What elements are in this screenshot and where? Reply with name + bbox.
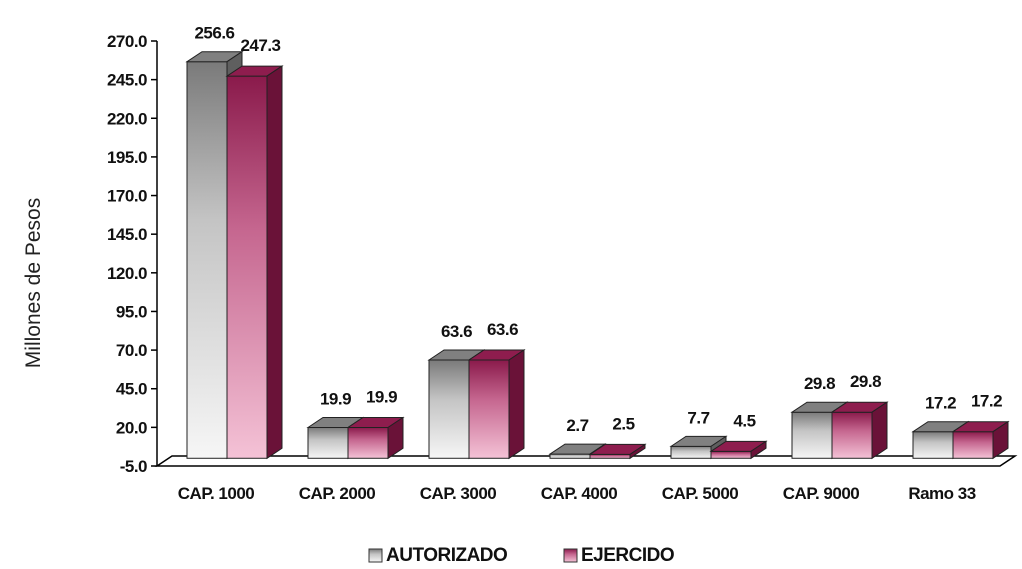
bar-side-face bbox=[387, 416, 404, 460]
bar-ejercido bbox=[467, 349, 526, 460]
y-tick-label: 120.0 bbox=[107, 264, 147, 283]
data-label-autorizado: 19.9 bbox=[320, 390, 351, 409]
data-label-autorizado: 29.8 bbox=[804, 374, 835, 393]
bar-front-face bbox=[549, 453, 591, 459]
data-label-autorizado: 256.6 bbox=[194, 24, 234, 43]
data-label-autorizado: 7.7 bbox=[687, 408, 709, 427]
y-tick-label: 170.0 bbox=[107, 187, 147, 206]
data-label-autorizado: 17.2 bbox=[925, 394, 956, 413]
x-tick-label: CAP. 4000 bbox=[541, 484, 618, 503]
x-tick-label: CAP. 5000 bbox=[662, 484, 739, 503]
data-labels-layer: 256.6 247.3 19.9 19.9 63.6 63.6 2.7 2.5 7.7 4.5 29… bbox=[194, 24, 1002, 435]
legend-swatch-ejercido bbox=[563, 548, 578, 563]
bar-front-face bbox=[912, 431, 954, 459]
bar-ejercido bbox=[709, 440, 768, 460]
x-tick-label: CAP. 1000 bbox=[178, 484, 255, 503]
data-label-ejercido: 19.9 bbox=[366, 388, 397, 407]
bars-layer bbox=[185, 50, 1010, 460]
bar-front-face bbox=[831, 411, 873, 459]
legend-label-autorizado: AUTORIZADO bbox=[386, 545, 507, 566]
bar-side-face bbox=[508, 349, 525, 460]
legend-label-ejercido: EJERCIDO bbox=[581, 545, 674, 566]
y-tick-label: 145.0 bbox=[107, 225, 147, 244]
bar-front-face bbox=[670, 445, 712, 459]
bar-side-face bbox=[629, 443, 646, 460]
data-label-ejercido: 2.5 bbox=[612, 414, 634, 433]
data-label-autorizado: 2.7 bbox=[566, 416, 588, 435]
bar-front-face bbox=[307, 427, 349, 459]
bar-ejercido bbox=[588, 443, 647, 460]
bar-front-face bbox=[347, 427, 389, 459]
bar-front-face bbox=[428, 359, 470, 459]
bar-ejercido bbox=[346, 416, 405, 460]
bar-ejercido bbox=[225, 65, 284, 460]
bar-front-face bbox=[226, 75, 268, 459]
y-tick-label: 95.0 bbox=[116, 302, 147, 321]
y-tick-label: 70.0 bbox=[116, 341, 147, 360]
x-tick-label: CAP. 3000 bbox=[420, 484, 497, 503]
bar-front-face bbox=[468, 359, 510, 459]
bar-side-face bbox=[871, 401, 888, 460]
data-label-ejercido: 4.5 bbox=[733, 411, 755, 430]
y-tick-label: 220.0 bbox=[107, 109, 147, 128]
y-tick-label: 195.0 bbox=[107, 148, 147, 167]
bar-ejercido bbox=[951, 420, 1010, 460]
bar-side-face bbox=[992, 420, 1009, 460]
y-tick-label: 20.0 bbox=[116, 418, 147, 437]
bar-front-face bbox=[791, 411, 833, 459]
data-label-ejercido: 17.2 bbox=[971, 392, 1002, 411]
bar-side-face bbox=[266, 65, 283, 460]
x-tick-label: Ramo 33 bbox=[908, 484, 975, 503]
x-tick-label: CAP. 9000 bbox=[783, 484, 860, 503]
y-tick-label: 270.0 bbox=[107, 32, 147, 51]
data-label-autorizado: 63.6 bbox=[441, 322, 472, 341]
legend-swatch-autorizado bbox=[368, 548, 383, 563]
y-axis-label: Millones de Pesos bbox=[22, 198, 45, 368]
y-tick-label: 245.0 bbox=[107, 71, 147, 90]
bar-front-face bbox=[710, 450, 752, 459]
bar-side-face bbox=[750, 440, 767, 460]
y-tick-label: 45.0 bbox=[116, 380, 147, 399]
axis-layer: 270.0 245.0 220.0 195.0 170.0 145.0 120.0 95.0 7… bbox=[107, 32, 1018, 503]
bar-ejercido bbox=[830, 401, 889, 460]
legend: AUTORIZADO EJERCIDO bbox=[368, 545, 675, 566]
data-label-ejercido: 247.3 bbox=[240, 36, 280, 55]
data-label-ejercido: 63.6 bbox=[487, 320, 518, 339]
x-tick-label: CAP. 2000 bbox=[299, 484, 376, 503]
bar-front-face bbox=[952, 431, 994, 459]
bar-front-face bbox=[589, 453, 631, 459]
data-label-ejercido: 29.8 bbox=[850, 372, 881, 391]
bar-front-face bbox=[186, 61, 228, 459]
y-tick-label: -5.0 bbox=[120, 457, 147, 476]
